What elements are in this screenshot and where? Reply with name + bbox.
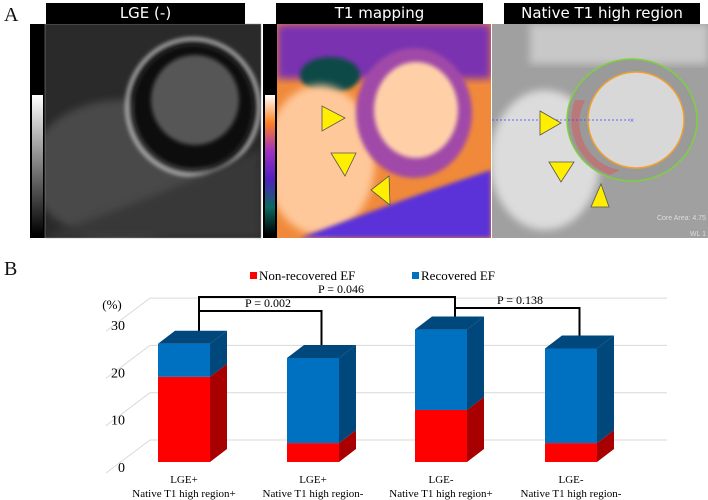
arrowhead-icon: [539, 110, 562, 136]
bar-side: [210, 363, 227, 462]
bar-top: [415, 316, 484, 330]
gridline-floor: [105, 392, 151, 427]
x-category-label: LGE+: [170, 474, 198, 486]
bar-side: [597, 335, 614, 444]
x-category-label: LGE-: [428, 474, 453, 486]
bar-front-recovered: [158, 343, 210, 377]
significance-bracket: [198, 310, 323, 345]
bar-top: [545, 335, 614, 349]
bar-side: [210, 330, 227, 377]
legend-label: Recovered EF: [421, 268, 495, 283]
arrowhead-icon: [548, 161, 575, 183]
y-axis-label: (%): [102, 297, 122, 312]
overlay-wl: WL 1: [690, 231, 706, 238]
y-tick-label: 20: [111, 366, 125, 381]
panel-title-t1-mapping: T1 mapping: [276, 3, 483, 24]
t1-mapping-image: [263, 24, 491, 238]
x-category-label: LGE+: [299, 474, 327, 486]
bar-front-non-recovered: [158, 376, 210, 462]
gridline-floor: [105, 345, 151, 379]
legend-swatch: [250, 272, 257, 279]
x-category-label: Native T1 high region+: [132, 488, 235, 500]
overlay-core-area: Core Area: 4.75: [657, 215, 706, 222]
arrowhead-icon: [370, 175, 391, 206]
bar-front-recovered: [287, 357, 339, 444]
grayscale-bar: [32, 95, 43, 235]
bar-front-recovered: [415, 329, 467, 410]
native-t1-high-region-image: × Core Area: 4.75 WL 1: [492, 24, 708, 238]
p-value-label: P = 0.046: [318, 282, 364, 296]
endocardial-contour: [587, 71, 685, 169]
x-category-label: LGE-: [558, 474, 583, 486]
legend-label: Non-recovered EF: [259, 268, 355, 283]
svg-text:×: ×: [630, 116, 635, 125]
bar-front-recovered: [545, 348, 597, 444]
color-scale-bar: [265, 95, 275, 235]
arrowhead-icon: [590, 182, 610, 208]
x-category-label: Native T1 high region-: [263, 488, 364, 500]
y-tick-label: 0: [118, 461, 125, 476]
y-tick-label: 10: [111, 414, 125, 429]
mri-panels: × Core Area: 4.75 WL 1: [30, 23, 708, 239]
bar-top: [158, 330, 227, 344]
x-category-label: Native T1 high region+: [389, 488, 492, 500]
lge-image: [30, 23, 262, 239]
gridline-floor: [105, 439, 151, 474]
arrowhead-icon: [321, 105, 346, 132]
x-category-label: Native T1 high region-: [521, 488, 622, 500]
significance-bracket: [455, 307, 581, 336]
p-value-label: P = 0.002: [245, 296, 291, 310]
p-value-label: P = 0.138: [497, 293, 543, 307]
significance-bracket: [198, 296, 456, 331]
gridline-floor: [105, 297, 151, 332]
bar-side: [339, 430, 356, 462]
panel-title-lge: LGE (-): [46, 3, 245, 24]
bar-side: [339, 344, 356, 444]
arrowhead-icon: [330, 152, 357, 177]
panel-b-letter: B: [4, 258, 18, 280]
legend-swatch: [412, 272, 419, 279]
bar-top: [287, 344, 356, 358]
bar-front-non-recovered: [545, 443, 597, 462]
bar-side: [467, 396, 484, 462]
epicardial-contour: [566, 58, 698, 182]
panel-a-letter: A: [4, 4, 19, 26]
y-tick-label: 30: [111, 319, 125, 334]
bar-side: [597, 430, 614, 462]
bar-front-non-recovered: [287, 443, 339, 462]
panel-title-native-t1: Native T1 high region: [504, 3, 700, 24]
bar-front-non-recovered: [415, 409, 467, 462]
bar-side: [467, 316, 484, 410]
